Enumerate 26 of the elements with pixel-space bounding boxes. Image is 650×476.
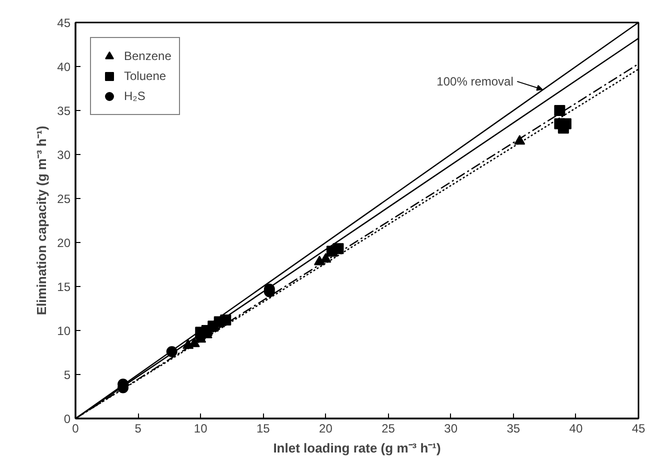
y-tick-label: 45	[57, 16, 71, 30]
x-tick-label: 5	[134, 422, 142, 436]
x-tick-label: 20	[319, 422, 333, 436]
y-tick-label: 20	[57, 236, 71, 250]
x-tick-label: 10	[194, 422, 208, 436]
y-tick-label: 40	[57, 60, 71, 74]
y-tick-label: 30	[57, 148, 71, 162]
y-tick-label: 35	[57, 104, 71, 118]
x-tick-label: 35	[506, 422, 520, 436]
x-tick-label: 45	[632, 422, 646, 436]
x-tick-label: 25	[382, 422, 396, 436]
x-tick-label: 15	[256, 422, 270, 436]
y-tick-label: 10	[57, 324, 71, 338]
legend-label: Benzene	[124, 49, 172, 63]
y-tick-label: 15	[57, 280, 71, 294]
annotation: 100% removal	[436, 74, 514, 88]
y-tick-label: 5	[64, 368, 71, 382]
legend-label: H₂S	[124, 89, 146, 103]
x-tick-label: 40	[569, 422, 583, 436]
y-tick-label: 0	[64, 412, 71, 426]
y-axis-title: Elimination capacity (g m⁻³ h⁻¹)	[34, 126, 50, 316]
x-tick-label: 0	[72, 422, 80, 436]
y-tick-label: 25	[57, 192, 71, 206]
x-axis-title: Inlet loading rate (g m⁻³ h⁻¹)	[273, 440, 441, 456]
x-tick-label: 30	[444, 422, 458, 436]
legend-label: Toluene	[124, 69, 166, 83]
